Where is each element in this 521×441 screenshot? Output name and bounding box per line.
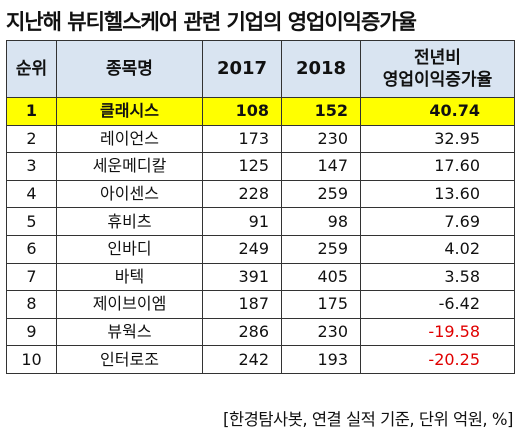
cell-2017: 108 [202, 97, 282, 126]
cell-growth: 7.69 [360, 207, 515, 236]
cell-2018: 175 [281, 290, 361, 319]
cell-company: 뷰웍스 [56, 317, 203, 347]
cell-growth: -6.42 [360, 290, 515, 319]
cell-growth: 32.95 [360, 124, 515, 154]
cell-company: 클래시스 [56, 97, 203, 126]
cell-rank: 8 [6, 290, 57, 319]
cell-rank: 10 [6, 345, 57, 374]
cell-rank: 5 [6, 207, 57, 236]
table-row: 8 제이브이엠 187 175 -6.42 [6, 290, 515, 319]
header-company: 종목명 [56, 40, 203, 98]
cell-company: 제이브이엠 [56, 290, 203, 319]
cell-growth: -19.58 [360, 317, 515, 347]
cell-company: 휴비츠 [56, 207, 203, 236]
cell-company: 세운메디칼 [56, 152, 203, 181]
cell-growth: 3.58 [360, 262, 515, 292]
table-row: 9 뷰웍스 286 230 -19.58 [6, 317, 515, 347]
table-row: 5 휴비츠 91 98 7.69 [6, 207, 515, 236]
header-growth-line2: 영업이익증가율 [382, 70, 493, 90]
source-note: [한경탐사봇, 연결 실적 기준, 단위 억원, %] [223, 410, 513, 429]
table-row: 3 세운메디칼 125 147 17.60 [6, 152, 515, 181]
table-row: 1 클래시스 108 152 40.74 [6, 97, 515, 126]
table-row: 2 레이언스 173 230 32.95 [6, 124, 515, 154]
cell-2017: 187 [202, 290, 282, 319]
cell-2018: 230 [281, 317, 361, 347]
cell-2018: 152 [281, 97, 361, 126]
cell-company: 바텍 [56, 262, 203, 292]
cell-2018: 259 [281, 234, 361, 264]
cell-2018: 193 [281, 345, 361, 374]
page-title: 지난해 뷰티헬스케어 관련 기업의 영업이익증가율 [6, 10, 417, 34]
cell-growth: 13.60 [360, 179, 515, 209]
table-header-row: 순위 종목명 2017 2018 전년비 영업이익증가율 [6, 40, 515, 98]
cell-rank: 2 [6, 124, 57, 154]
cell-2018: 259 [281, 179, 361, 209]
table-row: 4 아이센스 228 259 13.60 [6, 179, 515, 209]
cell-company: 인바디 [56, 234, 203, 264]
cell-2017: 91 [202, 207, 282, 236]
cell-2017: 391 [202, 262, 282, 292]
header-2018: 2018 [281, 40, 361, 98]
table-row: 10 인터로조 242 193 -20.25 [6, 345, 515, 374]
cell-rank: 4 [6, 179, 57, 209]
cell-rank: 6 [6, 234, 57, 264]
data-table: 순위 종목명 2017 2018 전년비 영업이익증가율 1 클래시스 108 152… [6, 40, 515, 374]
cell-2018: 98 [281, 207, 361, 236]
cell-2018: 405 [281, 262, 361, 292]
cell-growth: -20.25 [360, 345, 515, 374]
cell-rank: 3 [6, 152, 57, 181]
cell-company: 인터로조 [56, 345, 203, 374]
cell-growth: 17.60 [360, 152, 515, 181]
cell-rank: 1 [6, 97, 57, 126]
cell-2017: 286 [202, 317, 282, 347]
header-growth-line1: 전년비 [414, 48, 461, 68]
cell-2017: 173 [202, 124, 282, 154]
cell-company: 아이센스 [56, 179, 203, 209]
cell-2017: 228 [202, 179, 282, 209]
header-rank: 순위 [6, 40, 57, 98]
cell-2017: 249 [202, 234, 282, 264]
cell-growth: 40.74 [360, 97, 515, 126]
cell-2017: 125 [202, 152, 282, 181]
cell-rank: 7 [6, 262, 57, 292]
cell-2017: 242 [202, 345, 282, 374]
table-body: 1 클래시스 108 152 40.74 2 레이언스 173 230 32.95 3 세운메디칼 12… [6, 97, 515, 374]
cell-rank: 9 [6, 317, 57, 347]
cell-2018: 147 [281, 152, 361, 181]
cell-2018: 230 [281, 124, 361, 154]
header-growth: 전년비 영업이익증가율 [360, 40, 515, 98]
table-row: 7 바텍 391 405 3.58 [6, 262, 515, 292]
table-row: 6 인바디 249 259 4.02 [6, 234, 515, 264]
cell-company: 레이언스 [56, 124, 203, 154]
header-2017: 2017 [202, 40, 282, 98]
cell-growth: 4.02 [360, 234, 515, 264]
